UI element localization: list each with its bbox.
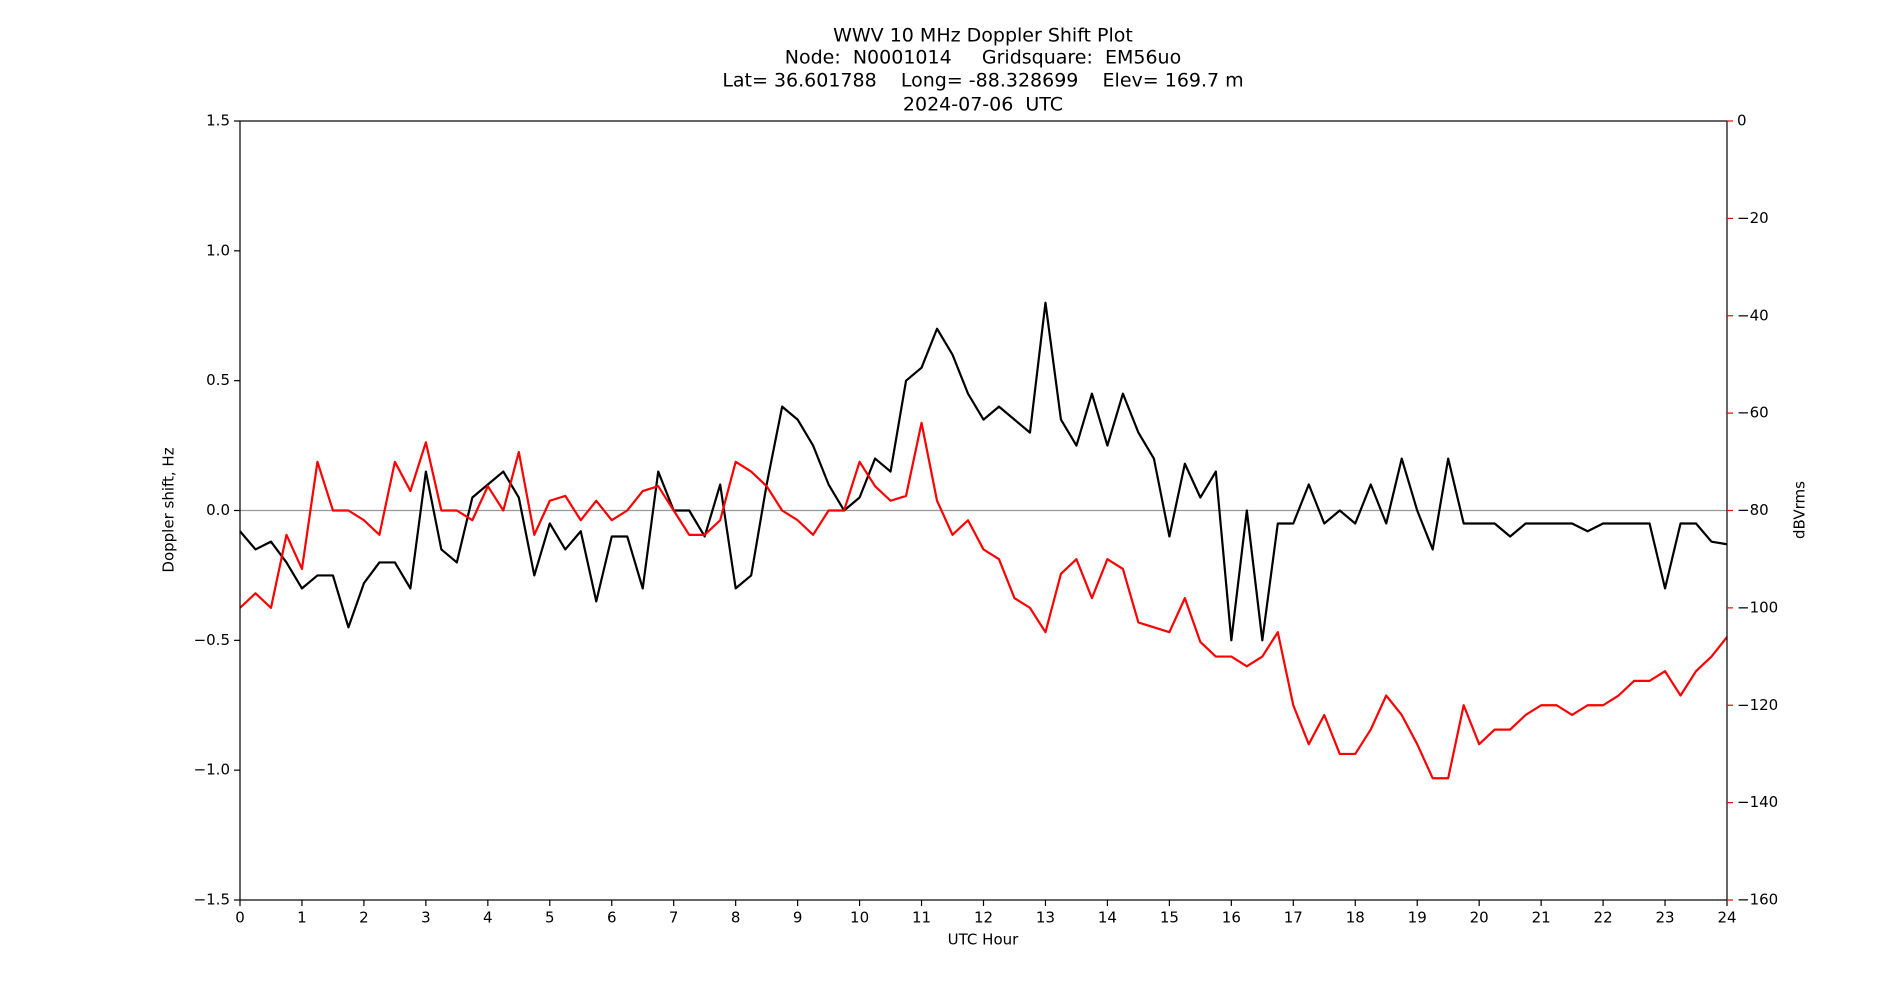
y2-tick-label: −100: [1737, 598, 1778, 616]
x-tick-label: 0: [235, 909, 245, 927]
y2-tick-label: −160: [1737, 891, 1778, 909]
x-tick-label: 9: [793, 909, 803, 927]
x-tick-label: 19: [1408, 909, 1427, 927]
x-tick-label: 15: [1160, 909, 1179, 927]
x-tick-label: 14: [1098, 909, 1117, 927]
x-tick-label: 6: [607, 909, 617, 927]
y-tick-label: −1.5: [194, 891, 230, 909]
y-axis-label: Doppler shift, Hz: [160, 447, 178, 572]
x-tick-label: 23: [1655, 909, 1674, 927]
y-tick-label: 0.0: [206, 501, 230, 519]
chart-subtitle: 2024-07-06 UTC: [903, 94, 1063, 116]
y-tick-label: −1.0: [194, 761, 230, 779]
x-tick-label: 7: [669, 909, 679, 927]
x-tick-label: 22: [1594, 909, 1613, 927]
chart-subtitle: Lat= 36.601788 Long= -88.328699 Elev= 16…: [722, 70, 1243, 92]
chart-title: WWV 10 MHz Doppler Shift Plot: [833, 25, 1133, 47]
y-tick-label: 0.5: [206, 371, 230, 389]
x-tick-label: 4: [483, 909, 493, 927]
y2-tick-label: −140: [1737, 793, 1778, 811]
x-tick-label: 2: [359, 909, 369, 927]
x-tick-label: 5: [545, 909, 555, 927]
x-tick-label: 3: [421, 909, 431, 927]
x-tick-label: 8: [731, 909, 741, 927]
y2-axis-label: dBVrms: [1791, 481, 1809, 539]
x-tick-label: 10: [850, 909, 869, 927]
y2-tick-label: −40: [1737, 306, 1769, 324]
y2-tick-label: 0: [1737, 112, 1747, 130]
y2-tick-label: −120: [1737, 696, 1778, 714]
x-axis-label: UTC Hour: [948, 931, 1019, 949]
x-tick-label: 18: [1346, 909, 1365, 927]
x-tick-label: 11: [912, 909, 931, 927]
series-line: [239, 421, 1728, 780]
x-tick-label: 17: [1284, 909, 1303, 927]
x-tick-label: 20: [1470, 909, 1489, 927]
x-tick-label: 16: [1222, 909, 1241, 927]
series-line: [239, 301, 1728, 642]
y-tick-label: 1.0: [206, 241, 230, 259]
x-tick-label: 21: [1532, 909, 1551, 927]
y-tick-label: −0.5: [194, 631, 230, 649]
y2-tick-label: −60: [1737, 404, 1769, 422]
chart-subtitle: Node: N0001014 Gridsquare: EM56uo: [785, 47, 1181, 69]
x-tick-label: 24: [1717, 909, 1736, 927]
y2-tick-label: −20: [1737, 209, 1769, 227]
x-tick-label: 12: [974, 909, 993, 927]
x-tick-label: 1: [297, 909, 307, 927]
y2-tick-label: −80: [1737, 501, 1769, 519]
y-tick-label: 1.5: [206, 112, 230, 130]
x-tick-label: 13: [1036, 909, 1055, 927]
